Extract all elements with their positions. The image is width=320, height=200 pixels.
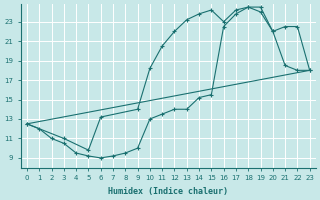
X-axis label: Humidex (Indice chaleur): Humidex (Indice chaleur) xyxy=(108,187,228,196)
